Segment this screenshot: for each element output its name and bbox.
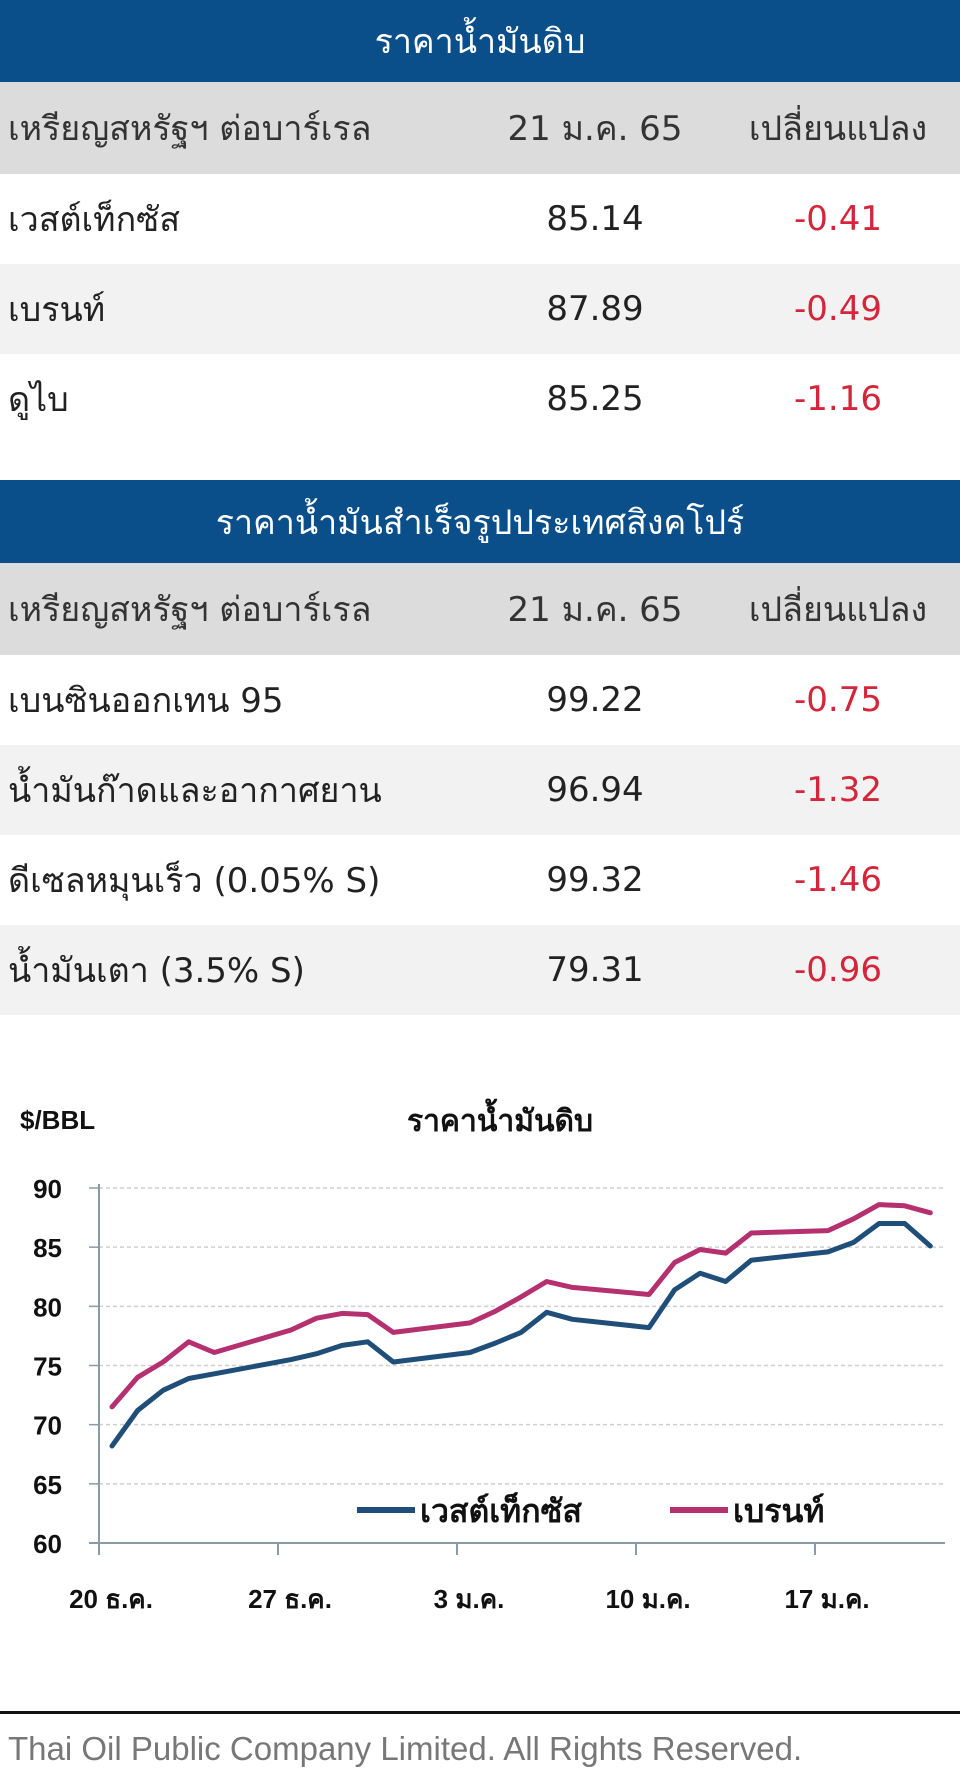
change-value: -0.49 — [794, 289, 882, 329]
crude-price-chart: $/BBL ราคาน้ำมันดิบ 60 65 70 75 80 85 90 20 ธ.ค. 2… — [0, 1080, 960, 1640]
crude-table-title: ราคาน้ำมันดิบ — [0, 0, 960, 82]
table-row: เวสต์เท็กซัส 85.14 -0.41 — [0, 174, 960, 264]
series-line — [109, 1202, 933, 1410]
table-row: ดูไบ 85.25 -1.16 — [0, 354, 960, 444]
price: 99.22 — [546, 680, 644, 720]
product-name: น้ำมันก๊าดและอากาศยาน — [8, 771, 382, 811]
date-header: 21 ม.ค. 65 — [507, 590, 683, 630]
crude-table-header: เหรียญสหรัฐฯ ต่อบาร์เรล 21 ม.ค. 65 เปลี่… — [0, 82, 960, 174]
y-tick-label: 90 — [33, 1174, 62, 1204]
line-chart: $/BBL ราคาน้ำมันดิบ 60 65 70 75 80 85 90 20 ธ.ค. 2… — [20, 1098, 945, 1614]
change-value: -0.96 — [794, 950, 882, 990]
y-tick-label: 65 — [33, 1470, 62, 1500]
unit-header: เหรียญสหรัฐฯ ต่อบาร์เรล — [8, 109, 372, 149]
y-tick-label: 60 — [33, 1529, 62, 1559]
price: 96.94 — [546, 770, 644, 810]
legend-label: เบรนท์ — [733, 1493, 824, 1529]
x-tick-label: 3 ม.ค. — [434, 1584, 505, 1614]
product-name: เวสต์เท็กซัส — [8, 200, 180, 240]
x-tick-label: 10 ม.ค. — [605, 1584, 690, 1614]
change-value: -1.16 — [794, 379, 882, 419]
price: 85.25 — [546, 379, 644, 419]
product-name: เบรนท์ — [8, 290, 106, 330]
price: 85.14 — [546, 199, 644, 239]
table-row: ดีเซลหมุนเร็ว (0.05% S) 99.32 -1.46 — [0, 835, 960, 925]
product-name: น้ำมันเตา (3.5% S) — [8, 951, 305, 991]
change-value: -1.32 — [794, 770, 882, 810]
y-tick-label: 70 — [33, 1411, 62, 1441]
change-header: เปลี่ยนแปลง — [748, 590, 928, 630]
change-header: เปลี่ยนแปลง — [748, 109, 928, 149]
x-tick-label: 17 ม.ค. — [784, 1584, 869, 1614]
product-name: ดีเซลหมุนเร็ว (0.05% S) — [8, 861, 381, 901]
change-value: -0.41 — [794, 199, 882, 239]
y-tick-label: 85 — [33, 1233, 62, 1263]
x-tick-label: 27 ธ.ค. — [248, 1584, 332, 1614]
price: 87.89 — [546, 289, 644, 329]
unit-header: เหรียญสหรัฐฯ ต่อบาร์เรล — [8, 590, 372, 630]
chart-title: ราคาน้ำมันดิบ — [407, 1098, 593, 1138]
change-value: -0.75 — [794, 680, 882, 720]
x-tick-label: 20 ธ.ค. — [69, 1584, 153, 1614]
product-name: เบนซินออกเทน 95 — [8, 681, 284, 721]
table-row: น้ำมันก๊าดและอากาศยาน 96.94 -1.32 — [0, 745, 960, 835]
table-row: น้ำมันเตา (3.5% S) 79.31 -0.96 — [0, 925, 960, 1015]
price: 79.31 — [546, 950, 644, 990]
series-line — [109, 1221, 933, 1449]
y-tick-label: 80 — [33, 1292, 62, 1322]
y-axis-unit-label: $/BBL — [20, 1105, 95, 1135]
crude-title-text: ราคาน้ำมันดิบ — [374, 22, 586, 62]
price: 99.32 — [546, 860, 644, 900]
y-tick-label: 75 — [33, 1352, 62, 1382]
legend-label: เวสต์เท็กซัส — [420, 1491, 582, 1529]
table-row: เบรนท์ 87.89 -0.49 — [0, 264, 960, 354]
product-name: ดูไบ — [8, 380, 69, 420]
date-header: 21 ม.ค. 65 — [507, 109, 683, 149]
change-value: -1.46 — [794, 860, 882, 900]
product-table-header: เหรียญสหรัฐฯ ต่อบาร์เรล 21 ม.ค. 65 เปลี่… — [0, 563, 960, 655]
footer-divider — [0, 1711, 960, 1714]
copyright-text: Thai Oil Public Company Limited. All Rig… — [8, 1730, 803, 1767]
product-table-title: ราคาน้ำมันสำเร็จรูปประเทศสิงคโปร์ — [0, 480, 960, 563]
table-row: เบนซินออกเทน 95 99.22 -0.75 — [0, 655, 960, 745]
product-title-text: ราคาน้ำมันสำเร็จรูปประเทศสิงคโปร์ — [215, 502, 745, 543]
